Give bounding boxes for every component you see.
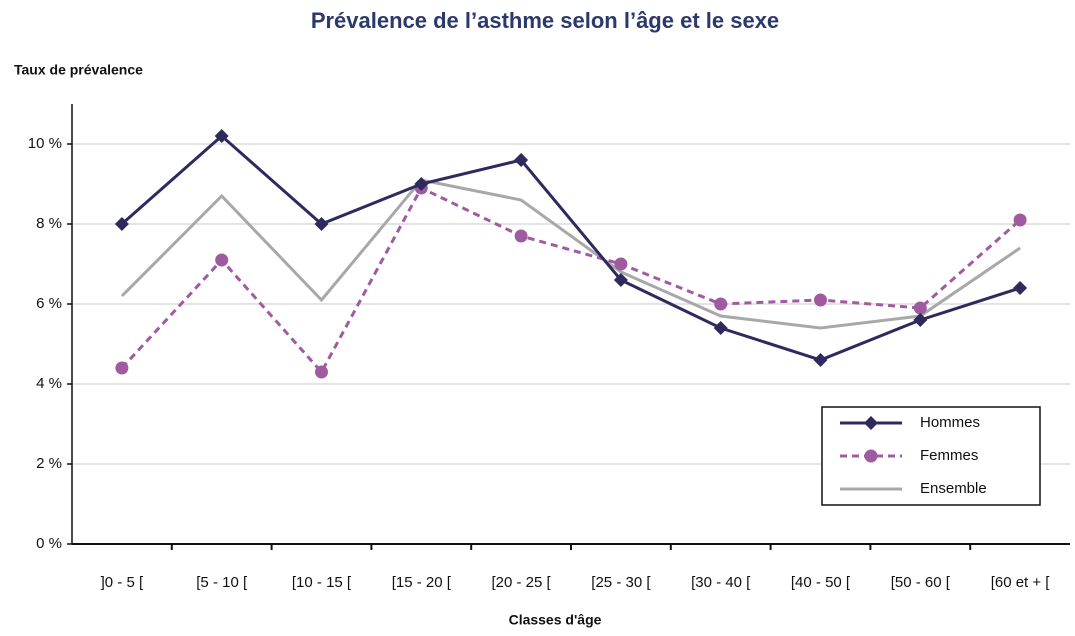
y-axis-label: Taux de prévalence (14, 62, 143, 78)
y-tick-label: 6 % (36, 295, 62, 312)
point (115, 361, 129, 375)
series-line (120, 134, 1021, 362)
point (814, 293, 827, 307)
point (713, 321, 728, 335)
series-line (120, 186, 1022, 375)
legend-marker (864, 449, 878, 463)
point (514, 229, 528, 243)
point (114, 217, 129, 231)
point (214, 129, 229, 143)
x-tick-label: [5 - 10 [ (196, 574, 248, 591)
point (1013, 213, 1027, 227)
legend-label: Ensemble (920, 480, 987, 497)
point (613, 273, 628, 287)
point (315, 365, 328, 379)
y-tick-label: 4 % (36, 375, 62, 392)
series-line (120, 178, 1021, 330)
x-tick-label: [25 - 30 [ (591, 574, 651, 591)
point (714, 297, 728, 311)
x-tick-label: [60 et + [ (991, 574, 1051, 591)
point (813, 353, 828, 367)
x-tick-label: [15 - 20 [ (392, 574, 452, 591)
legend-label: Hommes (920, 414, 980, 431)
point (1013, 281, 1028, 295)
point (614, 257, 628, 271)
x-tick-label: ]0 - 5 [ (101, 574, 144, 591)
point (514, 153, 529, 167)
point (913, 313, 928, 327)
point (913, 301, 927, 315)
x-tick-label: [40 - 50 [ (791, 574, 851, 591)
x-tick-label: [30 - 40 [ (691, 574, 751, 591)
point (215, 253, 229, 267)
chart-title: Prévalence de l’asthme selon l’âge et le… (311, 8, 779, 33)
x-tick-label: [10 - 15 [ (292, 574, 352, 591)
point (314, 217, 329, 231)
legend-marker (864, 416, 878, 430)
x-axis-label: Classes d'âge (509, 612, 602, 628)
y-tick-label: 8 % (36, 215, 62, 232)
point (414, 177, 429, 191)
y-tick-label: 10 % (28, 135, 62, 152)
y-tick-label: 0 % (36, 535, 62, 552)
x-tick-label: [20 - 25 [ (491, 574, 551, 591)
x-tick-label: [50 - 60 [ (891, 574, 951, 591)
y-tick-label: 2 % (36, 455, 62, 472)
legend-label: Femmes (920, 447, 978, 464)
